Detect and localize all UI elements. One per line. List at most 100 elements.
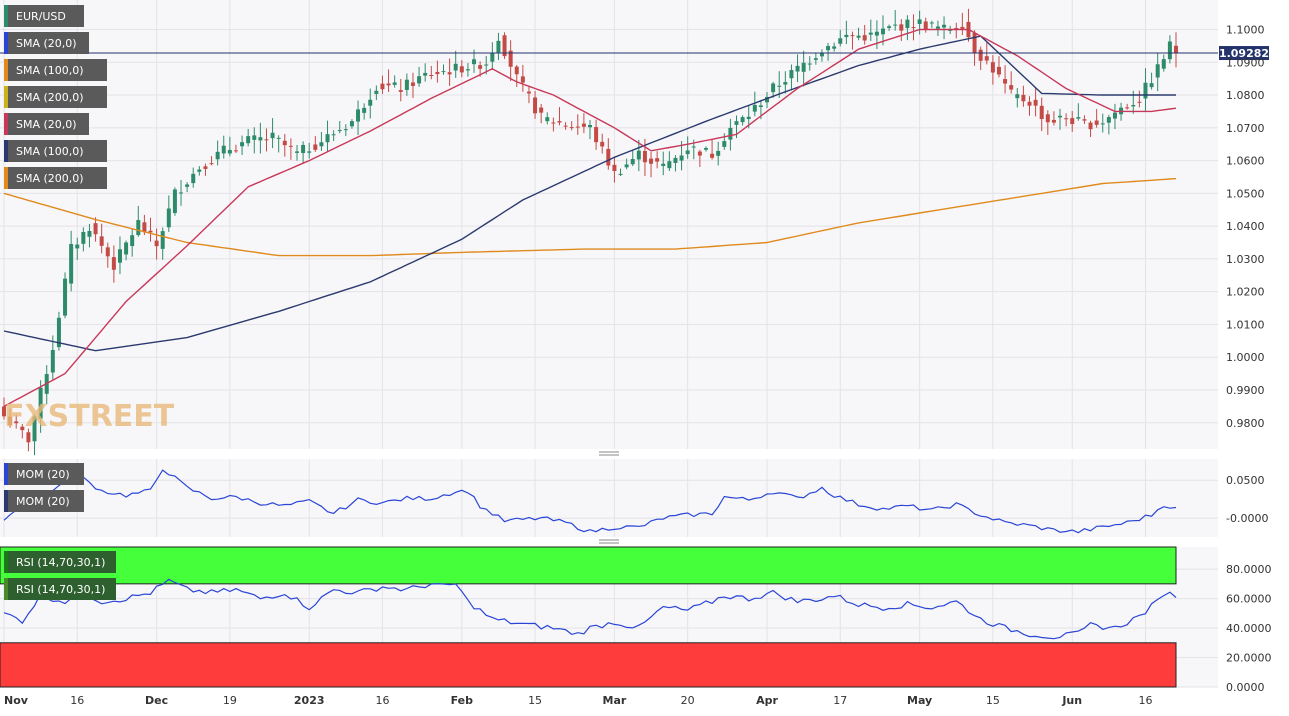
candle-body [1003, 79, 1008, 84]
legend-rsi-b[interactable]: RSI (14,70,30,1) [4, 578, 116, 600]
candle-body [392, 82, 397, 85]
symbol-label[interactable]: EUR/USD [4, 5, 84, 27]
x-tick-label: 15 [528, 694, 542, 707]
candle-body [1137, 101, 1142, 103]
svg-text:MOM (20): MOM (20) [16, 468, 70, 481]
legend-sma100-a[interactable]: SMA (100,0) [4, 59, 107, 81]
x-tick-label: 2023 [294, 694, 325, 707]
candle-body [246, 136, 251, 144]
price-panel-bg [0, 0, 1218, 449]
candle-body [594, 127, 599, 143]
candle-body [685, 150, 690, 155]
candle-body [478, 65, 483, 69]
x-tick-label: 20 [681, 694, 695, 707]
x-tick-label: Mar [603, 694, 627, 707]
current-price-tag: 1.09282 [1219, 46, 1269, 61]
legend-mom-a[interactable]: MOM (20) [4, 463, 84, 485]
candle-body [63, 278, 68, 316]
candle-body [240, 142, 245, 147]
candle-body [435, 71, 440, 75]
candle-body [172, 189, 177, 214]
candle-body [1051, 119, 1056, 123]
candle-body [374, 90, 379, 94]
candle-body [771, 83, 776, 93]
candle-body [398, 90, 403, 92]
candle-body [905, 19, 910, 29]
candle-body [752, 104, 757, 112]
candle-body [862, 35, 867, 41]
indicator-lines [3, 469, 1177, 640]
price-y-tick-label: 0.9900 [1226, 384, 1265, 397]
mom-y-tick-label: -0.0000 [1226, 512, 1268, 525]
candle-body [716, 150, 721, 156]
candle-body [1045, 114, 1050, 123]
candle-body [581, 123, 586, 127]
svg-text:SMA (20,0): SMA (20,0) [16, 118, 77, 131]
x-tick-label: Dec [145, 694, 168, 707]
candle-body [508, 50, 513, 67]
candle-body [844, 34, 849, 38]
candle-body [911, 27, 916, 29]
candle-body [1039, 105, 1044, 120]
candle-body [423, 72, 428, 76]
candle-body [130, 235, 135, 247]
candle-body [1027, 101, 1032, 106]
svg-text:SMA (200,0): SMA (200,0) [16, 172, 84, 185]
candle-body [197, 169, 202, 172]
candle-body [935, 26, 940, 29]
candle-body [99, 236, 104, 246]
rsi-y-tick-label: 80.0000 [1226, 563, 1272, 576]
legend-sma200-a[interactable]: SMA (200,0) [4, 86, 107, 108]
svg-text:SMA (20,0): SMA (20,0) [16, 37, 77, 50]
candle-body [282, 140, 287, 146]
candle-body [734, 121, 739, 125]
price-y-tick-label: 1.0600 [1226, 155, 1265, 168]
rsi-zones [0, 546, 1177, 688]
candle-body [588, 124, 592, 128]
legend-rsi-a[interactable]: RSI (14,70,30,1) [4, 551, 116, 573]
rsi-y-tick-label: 20.0000 [1226, 652, 1272, 665]
candle-body [960, 26, 965, 29]
candle-body [410, 82, 415, 86]
candle-body [929, 22, 934, 24]
candle-body [356, 109, 361, 122]
price-y-tick-label: 1.1000 [1226, 23, 1265, 36]
candle-body [850, 35, 855, 37]
candle-body [856, 35, 861, 38]
price-y-tick-label: 1.0900 [1226, 56, 1265, 69]
price-y-tick-label: 1.0500 [1226, 187, 1265, 200]
x-tick-label: 17 [833, 694, 847, 707]
candle-body [441, 71, 446, 73]
legend-sma100-b[interactable]: SMA (100,0) [4, 140, 107, 162]
legend-sma200-b[interactable]: SMA (200,0) [4, 167, 107, 189]
legend-sma20-a[interactable]: SMA (20,0) [4, 32, 89, 54]
panel-splitter-1[interactable] [599, 451, 619, 456]
candle-body [142, 222, 147, 233]
legend-mom-b[interactable]: MOM (20) [4, 490, 84, 512]
candle-body [795, 65, 800, 72]
candle-body [606, 148, 611, 166]
candle-body [813, 58, 818, 60]
candle-body [221, 145, 226, 154]
candle-body [899, 24, 904, 31]
candle-body [655, 158, 660, 162]
candle-body [838, 38, 843, 44]
candle-body [386, 83, 391, 86]
momentum-line [3, 469, 1177, 534]
candle-body [1167, 41, 1172, 60]
candle-body [673, 157, 678, 164]
candle-body [447, 72, 452, 75]
candle-body [832, 46, 837, 49]
panel-splitter-2[interactable] [599, 539, 619, 544]
watermark-logo: FXSTREET [4, 399, 175, 434]
legend-sma20-b[interactable]: SMA (20,0) [4, 113, 89, 135]
candles [2, 8, 1178, 456]
x-tick-label: Jun [1061, 694, 1082, 707]
candle-body [984, 56, 989, 61]
candle-body [484, 64, 489, 66]
price-y-tick-label: 1.0200 [1226, 286, 1265, 299]
svg-text:SMA (100,0): SMA (100,0) [16, 64, 84, 77]
candle-body [923, 21, 928, 30]
candle-body [179, 192, 184, 194]
candle-body [276, 137, 281, 139]
